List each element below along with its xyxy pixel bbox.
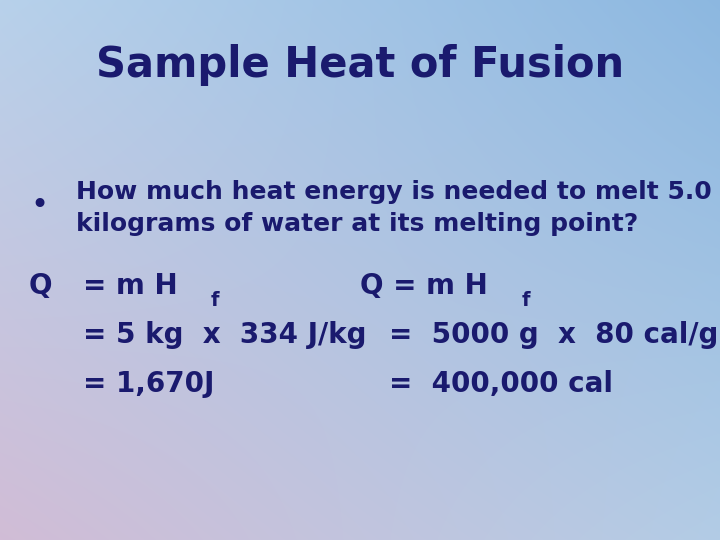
Text: kilograms of water at its melting point?: kilograms of water at its melting point? bbox=[76, 212, 638, 236]
Text: •: • bbox=[30, 191, 49, 220]
Text: =  5000 g  x  80 cal/g: = 5000 g x 80 cal/g bbox=[389, 321, 718, 349]
Text: Q = m H: Q = m H bbox=[360, 272, 487, 300]
Text: =  400,000 cal: = 400,000 cal bbox=[389, 369, 613, 397]
Text: How much heat energy is needed to melt 5.0: How much heat energy is needed to melt 5… bbox=[76, 180, 711, 204]
Text: f: f bbox=[211, 291, 220, 310]
Text: Sample Heat of Fusion: Sample Heat of Fusion bbox=[96, 44, 624, 86]
Text: = m H: = m H bbox=[83, 272, 177, 300]
Text: = 1,670J: = 1,670J bbox=[83, 369, 214, 397]
Text: f: f bbox=[522, 291, 531, 310]
Text: Q: Q bbox=[29, 272, 53, 300]
Text: = 5 kg  x  334 J/kg: = 5 kg x 334 J/kg bbox=[83, 321, 366, 349]
